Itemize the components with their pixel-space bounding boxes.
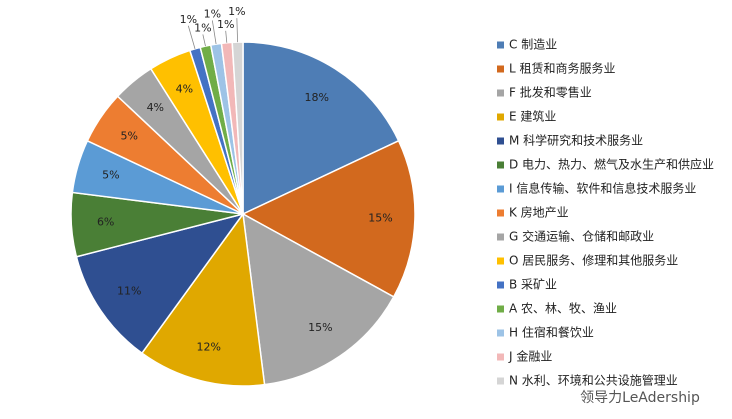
legend-label: N 水利、环境和公共设施管理业 <box>509 373 678 388</box>
pie-slice <box>242 212 395 386</box>
legend-swatch <box>497 89 504 97</box>
data-label: 4% <box>147 101 164 114</box>
data-label: 18% <box>305 91 329 104</box>
legend-swatch <box>497 233 504 241</box>
legend-label: F 批发和零售业 <box>509 85 592 100</box>
legend-label: A 农、林、牧、渔业 <box>509 302 617 316</box>
leader-line <box>225 30 228 43</box>
leader-line <box>202 34 206 47</box>
legend-swatch <box>497 257 504 265</box>
data-label: 1% <box>194 21 211 34</box>
data-label: 1% <box>217 18 234 31</box>
data-label: 11% <box>117 284 141 297</box>
legend-label: I 信息传输、软件和信息技术服务业 <box>509 181 696 196</box>
legend-label: M 科学研究和技术服务业 <box>509 133 643 148</box>
pie-slice <box>241 139 416 298</box>
legend-label: E 建筑业 <box>509 109 556 124</box>
pie-slice <box>75 212 245 355</box>
pie-slice <box>140 212 266 387</box>
legend-swatch <box>497 113 504 121</box>
data-label: 1% <box>228 5 245 18</box>
legend-label: H 住宿和餐饮业 <box>509 325 594 340</box>
legend-swatch <box>497 281 504 289</box>
data-label: 5% <box>102 169 119 182</box>
data-label: 12% <box>197 340 221 353</box>
legend-label: O 居民服务、修理和其他服务业 <box>509 253 678 268</box>
pie-slice <box>242 41 400 216</box>
legend-label: B 采矿业 <box>509 278 557 292</box>
legend-swatch <box>497 185 504 193</box>
legend-swatch <box>497 305 504 313</box>
legend-swatch <box>497 209 504 217</box>
leader-line <box>211 20 217 45</box>
legend-label: J 金融业 <box>508 349 552 364</box>
legend-swatch <box>497 329 504 337</box>
data-label: 4% <box>176 82 193 95</box>
data-label: 15% <box>308 321 332 334</box>
legend-swatch <box>497 65 504 73</box>
legend-swatch <box>497 161 504 169</box>
data-label: 1% <box>204 7 221 20</box>
legend-swatch <box>497 137 504 145</box>
data-label: 1% <box>180 13 197 26</box>
watermark: 领导力LeAdership <box>580 390 700 406</box>
legend-label: G 交通运输、仓储和邮政业 <box>509 229 654 244</box>
data-label: 5% <box>120 130 137 143</box>
leader-line <box>236 18 238 43</box>
legend-label: L 租赁和商务服务业 <box>509 61 616 76</box>
data-label: 6% <box>97 216 114 229</box>
legend-label: D 电力、热力、燃气及水生产和供应业 <box>509 157 714 172</box>
legend-label: K 房地产业 <box>509 205 569 220</box>
legend-swatch <box>497 41 504 49</box>
legend-swatch <box>497 353 504 361</box>
data-label: 15% <box>368 211 392 224</box>
leader-line <box>187 25 196 49</box>
legend-label: C 制造业 <box>509 38 557 52</box>
legend-swatch <box>497 377 504 385</box>
